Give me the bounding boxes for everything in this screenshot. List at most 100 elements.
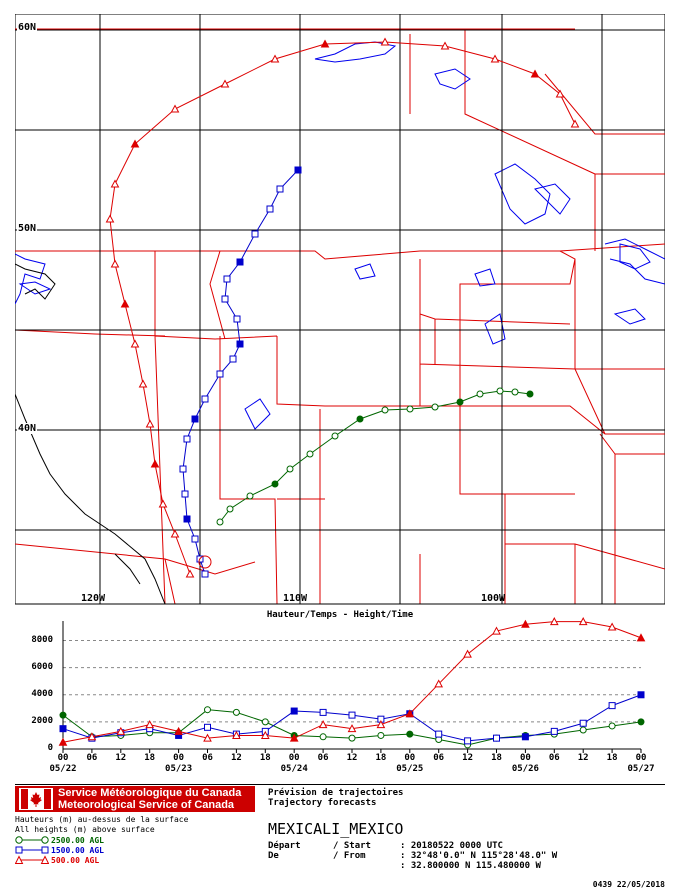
x-tick-label: 06 [317,753,329,763]
msc-logo: Service Météorologique du Canada Meteoro… [15,786,255,812]
y-tick-label: 8000 [31,634,53,645]
x-tick-label: 00 [173,753,185,763]
series-point-square [608,702,616,710]
track-point-square [266,205,274,213]
x-tick-label: 12 [230,753,242,763]
series-point-triangle [260,730,270,739]
track-point-circle [511,388,519,396]
track-point-circle [306,450,314,458]
series-line-square [62,694,642,742]
series-point-triangle [203,733,212,742]
series-point-circle [579,726,587,734]
track-point-triangle [530,69,540,78]
series-point-square [204,723,211,731]
x-tick-label: 18 [144,753,156,763]
track-point-triangle [110,179,120,188]
series-point-triangle [318,720,328,729]
track-point-circle [526,390,534,398]
track-point-square [183,515,191,523]
track-point-circle [496,387,504,395]
series-point-circle [261,718,269,726]
x-date-label: 05/22 [49,764,77,774]
x-tick-label: 06 [433,753,445,763]
track-point-square [233,315,241,323]
series-point-square [464,737,472,745]
track-point-square [181,490,189,498]
series-point-square [175,731,183,739]
track-point-circle [406,405,414,413]
track-point-square [221,295,229,303]
series-point-circle [464,741,472,749]
track-point-square [183,435,191,443]
series-line-circle [62,709,642,746]
track-point-triangle [150,459,160,468]
track-point-circle [226,505,234,513]
series-point-square [637,691,645,699]
track-point-square [251,230,259,238]
legend-1500: 1500.00 AGL [15,845,104,855]
track-point-square [236,258,244,266]
x-date-label: 05/27 [627,764,655,774]
series-point-triangle [521,619,530,628]
track-point-square [191,535,199,543]
track-point-square [201,570,209,578]
track-point-triangle [170,104,180,113]
x-tick-label: 18 [375,753,387,763]
series-point-circle [521,731,529,739]
lon-label-120w: 120W [81,593,106,604]
track-point-triangle [220,79,230,88]
track-point-triangle [130,339,140,348]
series-point-triangle [636,633,646,642]
series-point-triangle [87,732,97,741]
series-point-triangle [347,724,357,733]
track-point-circle [246,492,254,500]
product-frame: 60N 50N 40N 120W 110W 100W Hauteur/Temps… [15,14,665,889]
y-tick-label: 6000 [31,661,53,672]
legend-label-1500: 1500.00 AGL [51,845,104,855]
from-decimal-value: : 32.800000 N 115.480000 W [400,861,541,871]
chart-axes [62,621,642,753]
x-date-label: 05/24 [280,764,308,774]
coastlines [15,41,665,430]
series-point-triangle [492,626,501,635]
political-borders [15,28,665,604]
y-tick-label: 4000 [31,688,53,699]
track-point-square [236,340,244,348]
track-point-triangle [570,119,580,128]
start-label: Départ / Start [268,841,371,851]
x-tick-label: 12 [115,753,127,763]
track-line-triangle [109,41,576,575]
series-point-square [261,727,269,735]
trajectory-tracks [105,37,580,578]
series-point-circle [493,734,500,742]
series-point-circle [377,731,385,739]
issue-timestamp: 0439 22/05/2018 [592,880,665,889]
legend-label-500: 500.00 AGL [51,855,100,865]
x-date-label: 05/23 [165,764,193,774]
series-point-circle [435,736,443,744]
track-line-square [182,169,299,575]
series-point-circle [204,706,211,714]
west-coast-outline [15,263,166,604]
from-label: De / From [268,851,366,861]
x-tick-label: 06 [86,753,98,763]
x-tick-label: 00 [288,753,300,763]
series-point-circle [637,718,645,726]
y-tick-label: 0 [47,743,53,753]
track-point-square [229,355,237,363]
series-point-square [348,711,356,719]
trajectory-map [15,14,665,604]
series-line-triangle [62,621,642,743]
lat-label-60n: 60N [17,22,38,33]
x-date-label: 05/25 [396,764,424,774]
start-value: : 20180522 0000 UTC [400,841,503,851]
graticule [15,14,665,604]
series-point-square [406,710,414,718]
series-point-circle [550,730,558,738]
track-point-circle [271,480,279,488]
track-point-circle [431,403,439,411]
series-point-square [59,725,67,733]
track-point-square [216,370,224,378]
series-point-circle [117,731,125,739]
series-point-triangle [116,726,126,735]
